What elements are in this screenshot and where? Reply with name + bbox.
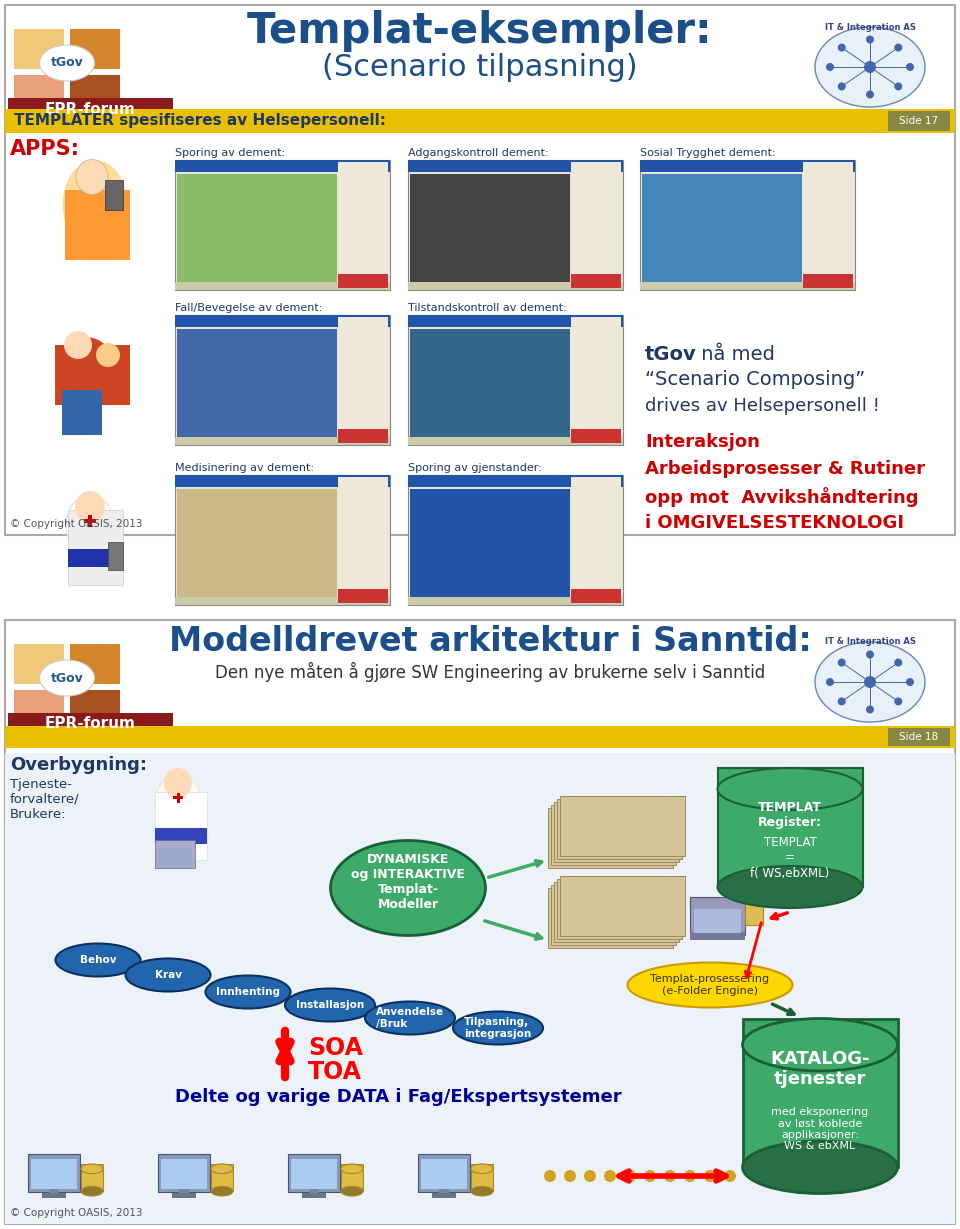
Text: APPS:: APPS: — [10, 139, 80, 159]
Ellipse shape — [453, 1011, 543, 1045]
Ellipse shape — [815, 27, 925, 107]
FancyBboxPatch shape — [179, 1188, 189, 1196]
Ellipse shape — [866, 91, 874, 98]
Ellipse shape — [81, 1186, 103, 1196]
Text: Arbeidsprosesser & Rutiner: Arbeidsprosesser & Rutiner — [645, 460, 925, 478]
Ellipse shape — [895, 43, 902, 52]
FancyBboxPatch shape — [105, 179, 123, 210]
Ellipse shape — [866, 705, 874, 714]
FancyBboxPatch shape — [408, 597, 623, 605]
FancyBboxPatch shape — [55, 345, 130, 406]
Text: EPR-forum: EPR-forum — [45, 102, 136, 117]
FancyBboxPatch shape — [571, 317, 621, 442]
FancyBboxPatch shape — [745, 880, 763, 925]
FancyBboxPatch shape — [803, 274, 853, 288]
Text: Templat-eksempler:: Templat-eksempler: — [247, 10, 713, 52]
FancyBboxPatch shape — [408, 315, 623, 445]
FancyBboxPatch shape — [155, 828, 207, 844]
FancyBboxPatch shape — [177, 793, 180, 803]
Text: opp mot  Avvikshåndtering: opp mot Avvikshåndtering — [645, 487, 919, 508]
Ellipse shape — [39, 45, 94, 81]
Text: nå med: nå med — [695, 345, 775, 364]
Ellipse shape — [628, 962, 793, 1008]
Ellipse shape — [724, 1170, 736, 1182]
FancyBboxPatch shape — [640, 281, 855, 290]
FancyBboxPatch shape — [408, 160, 623, 172]
FancyBboxPatch shape — [341, 1164, 363, 1191]
FancyBboxPatch shape — [211, 1164, 233, 1191]
FancyBboxPatch shape — [173, 796, 183, 799]
Text: Fall/Bevegelse av dement:: Fall/Bevegelse av dement: — [175, 304, 323, 313]
FancyBboxPatch shape — [68, 549, 123, 567]
FancyBboxPatch shape — [175, 474, 390, 487]
Text: Modelldrevet arkitektur i Sanntid:: Modelldrevet arkitektur i Sanntid: — [169, 626, 811, 658]
FancyBboxPatch shape — [177, 489, 337, 597]
FancyBboxPatch shape — [5, 726, 955, 748]
FancyBboxPatch shape — [554, 882, 679, 941]
FancyBboxPatch shape — [175, 160, 390, 172]
Text: SOA: SOA — [308, 1036, 363, 1059]
Ellipse shape — [330, 841, 486, 935]
FancyBboxPatch shape — [177, 329, 337, 438]
FancyBboxPatch shape — [338, 429, 388, 442]
Ellipse shape — [56, 944, 140, 977]
Text: IT & Integration AS: IT & Integration AS — [825, 22, 916, 32]
Ellipse shape — [584, 1170, 596, 1182]
FancyBboxPatch shape — [175, 597, 390, 605]
Text: med eksponering
av løst koblede
applikasjoner:
WS & ebXML: med eksponering av løst koblede applikas… — [772, 1106, 869, 1152]
Ellipse shape — [564, 1170, 576, 1182]
Ellipse shape — [664, 1170, 676, 1182]
Ellipse shape — [471, 1186, 493, 1196]
FancyBboxPatch shape — [65, 190, 130, 261]
FancyBboxPatch shape — [557, 879, 682, 939]
Ellipse shape — [866, 650, 874, 659]
FancyBboxPatch shape — [338, 317, 388, 442]
FancyBboxPatch shape — [161, 1159, 207, 1188]
Text: tGov: tGov — [645, 345, 697, 364]
Ellipse shape — [838, 43, 846, 52]
Text: Sporing av gjenstander:: Sporing av gjenstander: — [408, 463, 541, 473]
Ellipse shape — [63, 338, 113, 392]
Text: Adgangskontroll dement:: Adgangskontroll dement: — [408, 147, 548, 159]
Ellipse shape — [75, 492, 105, 524]
FancyBboxPatch shape — [172, 1193, 196, 1198]
Text: © Copyright OASIS, 2013: © Copyright OASIS, 2013 — [10, 1208, 142, 1218]
Text: Den nye måten å gjøre SW Engineering av brukerne selv i Sanntid: Den nye måten å gjøre SW Engineering av … — [215, 662, 765, 682]
FancyBboxPatch shape — [408, 160, 623, 290]
Ellipse shape — [895, 82, 902, 91]
FancyBboxPatch shape — [84, 519, 96, 524]
Ellipse shape — [211, 1164, 233, 1174]
FancyBboxPatch shape — [70, 75, 120, 116]
Text: Installasjon: Installasjon — [296, 1000, 364, 1010]
FancyBboxPatch shape — [571, 477, 621, 603]
FancyBboxPatch shape — [888, 728, 950, 746]
Text: TEMPLATER spesifiseres av Helsepersonell:: TEMPLATER spesifiseres av Helsepersonell… — [14, 113, 386, 129]
FancyBboxPatch shape — [557, 799, 682, 859]
Ellipse shape — [644, 1170, 656, 1182]
FancyBboxPatch shape — [14, 29, 64, 69]
Ellipse shape — [624, 1170, 636, 1182]
FancyBboxPatch shape — [5, 753, 955, 1224]
FancyBboxPatch shape — [690, 932, 745, 940]
Ellipse shape — [717, 768, 862, 810]
FancyBboxPatch shape — [432, 1193, 456, 1198]
Text: Templat-prosessering
(e-Folder Engine): Templat-prosessering (e-Folder Engine) — [651, 975, 770, 995]
Ellipse shape — [155, 775, 201, 831]
FancyBboxPatch shape — [88, 515, 92, 527]
FancyBboxPatch shape — [690, 897, 745, 935]
FancyBboxPatch shape — [408, 281, 623, 290]
Ellipse shape — [838, 697, 846, 705]
Ellipse shape — [205, 976, 291, 1009]
Ellipse shape — [164, 768, 192, 798]
FancyBboxPatch shape — [68, 510, 123, 585]
FancyBboxPatch shape — [410, 489, 570, 597]
Ellipse shape — [895, 697, 902, 705]
FancyBboxPatch shape — [108, 542, 123, 570]
FancyBboxPatch shape — [158, 1154, 210, 1192]
FancyBboxPatch shape — [42, 1193, 66, 1198]
FancyBboxPatch shape — [302, 1193, 326, 1198]
FancyBboxPatch shape — [338, 589, 388, 603]
Ellipse shape — [81, 1164, 103, 1174]
Text: Tjeneste-
forvaltere/
Brukere:: Tjeneste- forvaltere/ Brukere: — [10, 778, 80, 821]
